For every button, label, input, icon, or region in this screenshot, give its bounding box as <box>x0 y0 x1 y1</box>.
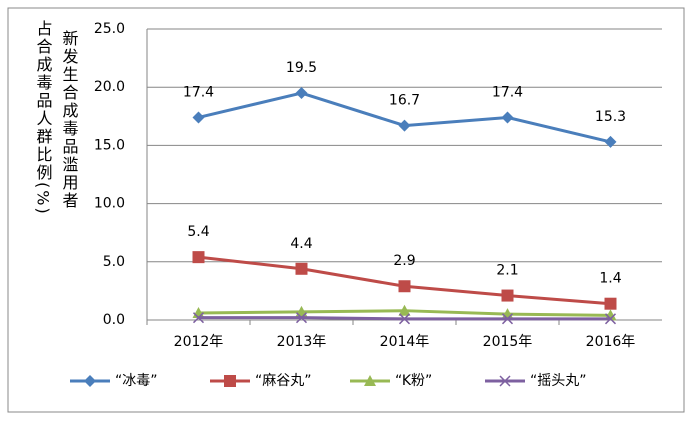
y-tick-label: 20.0 <box>94 79 125 95</box>
y-tick-label: 15.0 <box>94 137 125 153</box>
legend-label: “摇头丸” <box>530 373 587 389</box>
legend-label: “麻谷丸” <box>255 373 312 389</box>
y-tick-label: 10.0 <box>94 196 125 212</box>
point <box>398 280 411 293</box>
legend-marker <box>499 375 511 387</box>
point <box>501 313 514 325</box>
x-tick-label: 2016年 <box>586 334 636 350</box>
y-tick-label: 0.0 <box>103 312 125 328</box>
point <box>295 312 308 324</box>
x-tick-label: 2014年 <box>380 334 430 350</box>
legend-marker <box>364 375 376 386</box>
x-tick-label: 2012年 <box>174 334 224 350</box>
point <box>192 251 205 264</box>
data-label: 17.4 <box>492 84 523 100</box>
data-label: 16.7 <box>389 93 420 109</box>
point <box>604 135 617 148</box>
legend-label: “冰毒” <box>115 373 158 389</box>
data-label: 15.3 <box>595 109 626 125</box>
x-tick-label: 2013年 <box>277 334 327 350</box>
point <box>398 313 411 325</box>
point <box>604 313 617 325</box>
point <box>192 312 205 324</box>
x-tick-label: 2015年 <box>483 334 533 350</box>
legend-label: “K粉” <box>395 373 432 389</box>
point <box>398 119 411 132</box>
point <box>501 289 514 302</box>
point <box>192 111 205 124</box>
point <box>398 304 411 316</box>
legend-marker <box>84 375 96 387</box>
point <box>501 111 514 124</box>
chart-border <box>7 7 685 413</box>
data-label: 2.9 <box>393 253 415 269</box>
point <box>604 297 617 310</box>
data-label: 19.5 <box>286 60 317 76</box>
y-tick-label: 5.0 <box>103 254 125 270</box>
legend-marker <box>224 375 236 387</box>
data-label: 5.4 <box>187 224 209 240</box>
data-label: 2.1 <box>496 263 518 279</box>
data-label: 4.4 <box>290 236 312 252</box>
y-axis-label: 占合成毒品人群比例(%) <box>34 20 53 216</box>
data-label: 1.4 <box>599 271 621 287</box>
y-tick-label: 25.0 <box>94 21 125 37</box>
y-axis-label: 新发生合成毒品滥用者 <box>60 30 79 210</box>
point <box>295 87 308 100</box>
data-label: 17.4 <box>183 84 214 100</box>
point <box>295 262 308 275</box>
